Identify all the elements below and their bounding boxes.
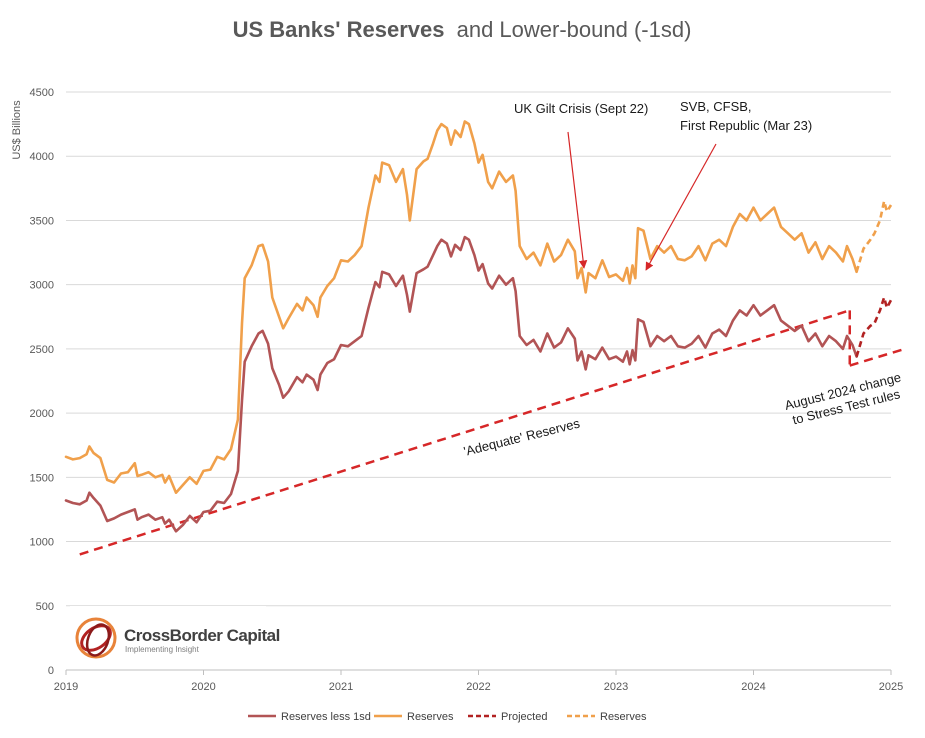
legend-label-4: Reserves xyxy=(600,711,647,723)
y-tick-label-0: 0 xyxy=(48,665,54,677)
chart-title: US Banks' Reserves and Lower-bound (-1sd… xyxy=(233,17,692,42)
logo-tagline: Implementing Insight xyxy=(125,645,200,654)
x-tick-label-2020: 2020 xyxy=(191,681,215,693)
y-tick-label-1000: 1000 xyxy=(30,537,54,549)
y-axis-ticks: 0 500 1000 1500 2000 2500 3000 3500 4000 4500 xyxy=(30,87,54,677)
x-tick-label-2023: 2023 xyxy=(604,681,628,693)
annotation-svb-line1: SVB, CFSB, xyxy=(680,99,752,114)
legend: Reserves less 1sd Reserves Projected Reserv… xyxy=(248,711,647,723)
annotation-arrow-svb xyxy=(645,143,717,271)
x-tick-label-2022: 2022 xyxy=(466,681,490,693)
series-line-1 xyxy=(64,120,858,494)
gridlines xyxy=(66,91,891,607)
legend-label-2: Reserves xyxy=(407,711,454,723)
x-tick-label-2024: 2024 xyxy=(741,681,765,693)
adequate-reserves-segment-2 xyxy=(849,347,906,367)
legend-label-3: Projected xyxy=(501,711,547,723)
logo-swirl-icon xyxy=(75,617,117,659)
annotation-stress-test: August 2024 change to Stress Test rules xyxy=(783,369,910,429)
chart-title-bold: US Banks' Reserves xyxy=(233,17,445,42)
series-group xyxy=(64,120,893,533)
adequate-reserves-line xyxy=(79,309,906,556)
y-tick-label-500: 500 xyxy=(36,601,54,613)
annotation-svb: SVB, CFSB, First Republic (Mar 23) xyxy=(680,99,812,133)
y-tick-label-3500: 3500 xyxy=(30,215,54,227)
y-tick-label-4000: 4000 xyxy=(30,151,54,163)
crossborder-logo: CrossBorder Capital Implementing Insight xyxy=(70,606,280,664)
x-tick-label-2025: 2025 xyxy=(879,681,903,693)
y-tick-label-3000: 3000 xyxy=(30,280,54,292)
annotation-svb-line2: First Republic (Mar 23) xyxy=(680,118,812,133)
series-line-4 xyxy=(855,199,893,273)
x-tick-label-2021: 2021 xyxy=(329,681,353,693)
y-axis-label: US$ Billions xyxy=(11,100,23,160)
annotation-arrow-uk-gilt xyxy=(567,131,588,269)
y-tick-label-4500: 4500 xyxy=(30,87,54,99)
y-tick-label-2500: 2500 xyxy=(30,344,54,356)
series-line-2 xyxy=(64,235,858,533)
logo-name: CrossBorder Capital xyxy=(124,626,280,645)
annotation-adequate: 'Adequate' Reserves xyxy=(462,415,582,458)
series-line-3 xyxy=(855,296,893,357)
y-tick-label-2000: 2000 xyxy=(30,408,54,420)
annotation-uk-gilt: UK Gilt Crisis (Sept 22) xyxy=(514,101,648,116)
legend-label-1: Reserves less 1sd xyxy=(281,711,371,723)
x-axis-ticks: 2019 2020 2021 2022 2023 2024 2025 xyxy=(54,670,903,693)
y-tick-label-1500: 1500 xyxy=(30,472,54,484)
chart-title-rest: and Lower-bound (-1sd) xyxy=(457,17,692,42)
x-tick-label-2019: 2019 xyxy=(54,681,78,693)
adequate-reserves-segment-1 xyxy=(79,309,851,556)
